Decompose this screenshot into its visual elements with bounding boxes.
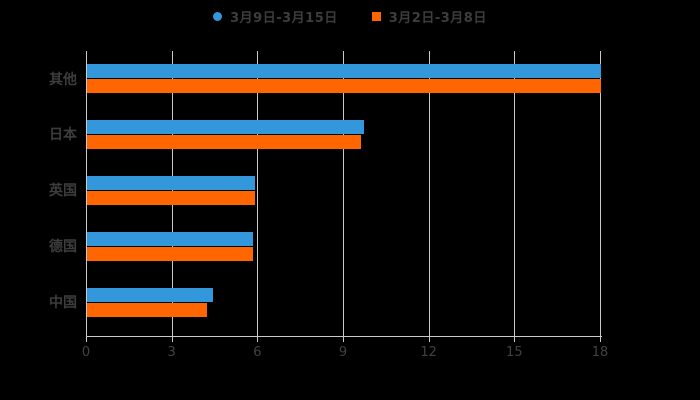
- x-axis-line: [86, 336, 602, 337]
- x-tick-label: 12: [420, 345, 437, 360]
- y-category-label: 英国: [49, 183, 77, 200]
- axis-tick: [171, 337, 173, 342]
- axis-tick: [514, 337, 516, 342]
- gridline: [343, 51, 344, 336]
- gridline: [600, 51, 601, 336]
- square-icon: [371, 11, 381, 21]
- bar-德国-series2[interactable]: [87, 246, 253, 261]
- bar-日本-series1[interactable]: [87, 119, 364, 134]
- axis-tick: [86, 337, 87, 342]
- bar-英国-series1[interactable]: [87, 175, 256, 190]
- axis-tick: [428, 337, 430, 342]
- legend-label: 3月9日-3月15日: [230, 10, 338, 26]
- bar-德国-series1[interactable]: [87, 231, 253, 246]
- legend-item-week1[interactable]: 3月2日-3月8日: [371, 7, 487, 26]
- legend: 3月9日-3月15日 3月2日-3月8日: [0, 6, 700, 26]
- x-tick-label: 9: [338, 345, 348, 360]
- y-category-label: 其他: [49, 71, 77, 88]
- x-tick-label: 18: [591, 345, 609, 360]
- x-tick-label: 15: [506, 345, 523, 360]
- x-tick-label: 3: [167, 345, 176, 360]
- plot-area: 0 3 6 9 12 15 18 其他日本英国德国中国: [49, 51, 608, 360]
- legend-label: 3月2日-3月8日: [388, 10, 487, 26]
- gridline: [514, 51, 516, 336]
- axis-tick: [600, 337, 601, 342]
- gridline: [428, 51, 430, 336]
- bar-中国-series2[interactable]: [87, 302, 207, 317]
- y-category-label: 中国: [49, 295, 77, 312]
- y-category-label: 日本: [49, 127, 77, 144]
- circle-icon: [213, 11, 223, 21]
- gridline: [257, 51, 259, 336]
- bar-英国-series2[interactable]: [87, 190, 256, 205]
- bar-其他-series2[interactable]: [87, 79, 601, 93]
- bar-其他-series1[interactable]: [87, 64, 601, 78]
- legend-item-week2[interactable]: 3月9日-3月15日: [213, 7, 338, 26]
- bar-中国-series1[interactable]: [87, 287, 213, 302]
- gridline: [86, 51, 87, 336]
- axis-tick: [257, 337, 259, 342]
- axis-tick: [343, 337, 344, 342]
- y-category-label: 德国: [49, 239, 77, 256]
- bar-日本-series2[interactable]: [87, 134, 362, 149]
- x-tick-label: 6: [253, 345, 262, 360]
- x-tick-label: 0: [81, 345, 91, 360]
